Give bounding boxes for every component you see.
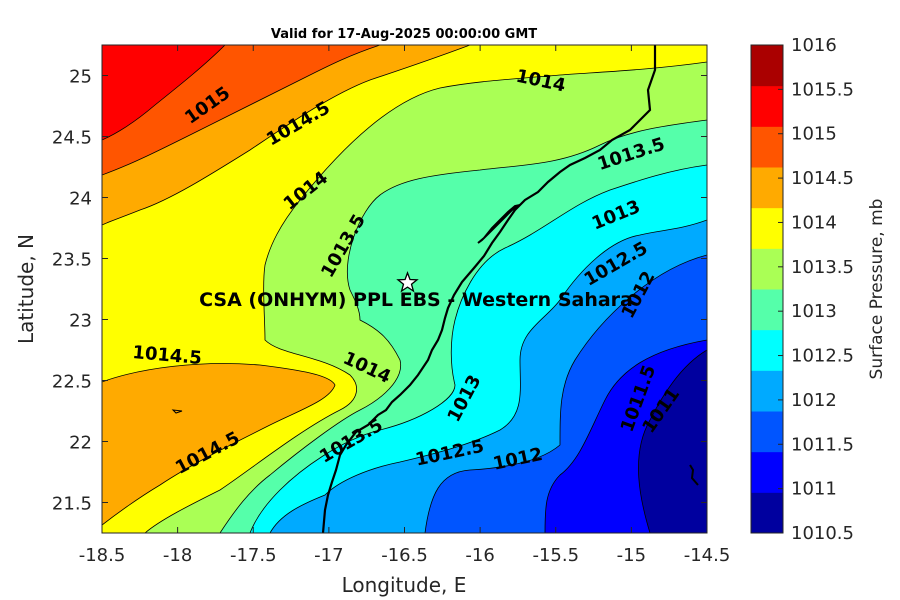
colorbar-tick-label: 1011 — [791, 479, 837, 500]
colorbar: 1010.5 1011 1011.5 1012 1012.5 1013 1013.5 1014… — [751, 35, 854, 544]
map-title: Valid for 17-Aug-2025 00:00:00 GMT — [271, 27, 537, 42]
y-tick-label: 24.5 — [52, 128, 92, 149]
x-tick-label: -16 — [465, 545, 494, 566]
small-closed-contour — [171, 409, 183, 414]
colorbar-tick-label: 1014 — [791, 212, 837, 233]
x-axis-ticks: -18.5 -18 -17.5 -17 -16.5 -16 -15.5 -15 -14.5 — [79, 45, 731, 566]
colorbar-swatch — [751, 167, 783, 209]
x-axis-label: Longitude, E — [342, 573, 467, 597]
colorbar-tick-label: 1013 — [791, 301, 837, 322]
y-tick-label: 22.5 — [52, 372, 92, 393]
colorbar-tick-label: 1010.5 — [791, 523, 854, 544]
x-tick-label: -17.5 — [230, 545, 277, 566]
y-tick-label: 21.5 — [52, 494, 92, 515]
y-tick-label: 22 — [69, 433, 92, 454]
colorbar-swatch — [751, 329, 783, 371]
x-tick-label: -15 — [617, 545, 646, 566]
colorbar-tick-label: 1011.5 — [791, 434, 854, 455]
x-tick-label: -18.5 — [79, 545, 126, 566]
y-tick-label: 23.5 — [52, 250, 92, 271]
colorbar-tick-label: 1014.5 — [791, 168, 854, 189]
x-tick-label: -15.5 — [532, 545, 579, 566]
colorbar-swatch — [751, 126, 783, 168]
x-tick-label: -17 — [314, 545, 343, 566]
colorbar-swatch — [751, 85, 783, 127]
dakhla-peninsula — [477, 204, 521, 244]
colorbar-tick-label: 1013.5 — [791, 257, 854, 278]
coastline — [321, 45, 657, 533]
colorbar-frame — [750, 44, 784, 534]
star-icon[interactable] — [396, 271, 419, 293]
colorbar-swatch — [751, 289, 783, 331]
y-tick-label: 23 — [69, 311, 92, 332]
site-label: CSA (ONHYM) PPL EBS - Western Sahara — [199, 289, 633, 311]
colorbar-label: Surface Pressure, mb — [867, 199, 887, 380]
colorbar-tick-label: 1012.5 — [791, 346, 854, 367]
colorbar-swatch — [751, 248, 783, 290]
y-tick-label: 25 — [69, 67, 92, 88]
colorbar-tick-label: 1015 — [791, 124, 837, 145]
y-axis-label: Latitude, N — [14, 234, 38, 344]
colorbar-swatch — [751, 411, 783, 453]
colorbar-swatch — [751, 370, 783, 412]
border-line — [689, 464, 699, 486]
colorbar-tick-label: 1012 — [791, 390, 837, 411]
colorbar-swatch — [751, 492, 783, 534]
site-marker[interactable] — [396, 271, 419, 293]
colorbar-swatch — [751, 451, 783, 493]
y-axis-ticks: 21.5 22 22.5 23 23.5 24 24.5 25 — [52, 67, 707, 515]
x-tick-label: -16.5 — [381, 545, 428, 566]
y-tick-label: 24 — [69, 189, 92, 210]
band-1015-5 — [102, 45, 226, 141]
x-tick-label: -14.5 — [684, 545, 731, 566]
band-1014-5-south — [102, 363, 336, 526]
colorbar-tick-label: 1016 — [791, 35, 837, 56]
colorbar-swatch — [751, 45, 783, 87]
colorbar-swatch — [751, 207, 783, 249]
colorbar-tick-label: 1015.5 — [791, 79, 854, 100]
x-tick-label: -18 — [163, 545, 192, 566]
